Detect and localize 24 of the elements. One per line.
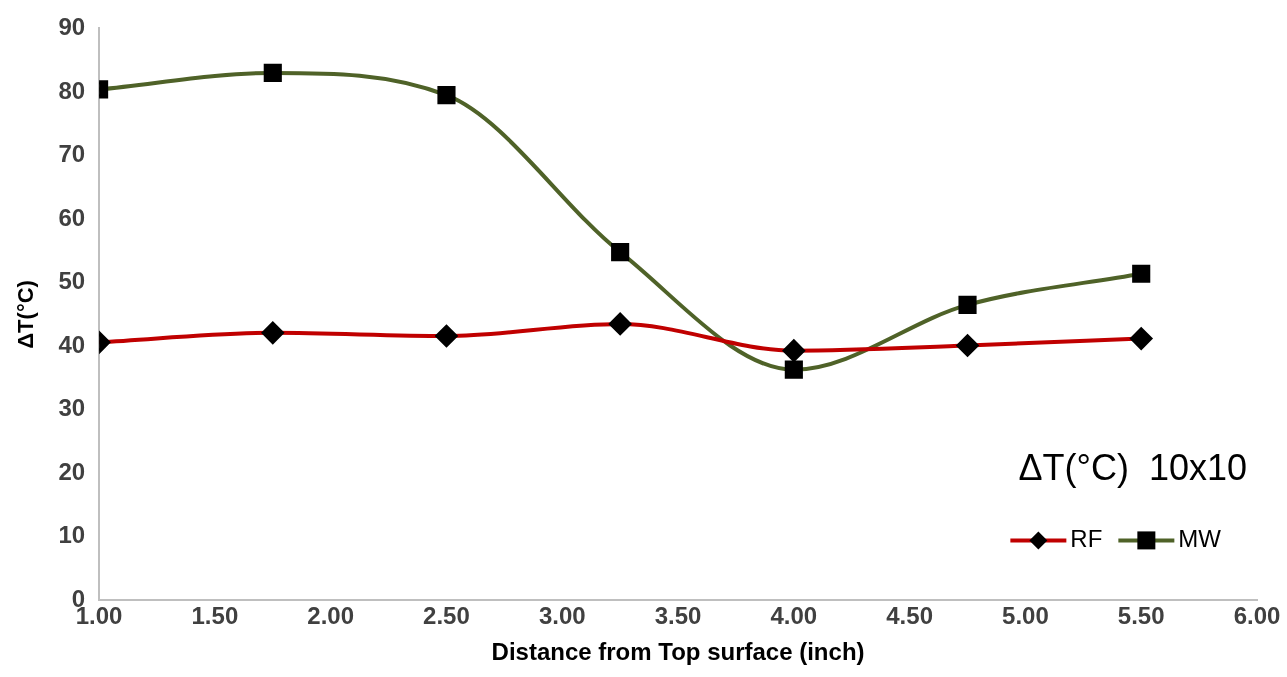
x-tick-label: 2.00 (307, 602, 355, 630)
y-tick-label: 20 (58, 457, 86, 485)
y-tick-label: 90 (58, 13, 86, 41)
y-tick-label: 40 (58, 330, 86, 358)
y-tick-label: 50 (58, 267, 86, 295)
text: ΔT(°C) 10x10 (1018, 447, 1247, 489)
x-tick-label: 1.50 (191, 602, 239, 630)
y-tick-label: 10 (58, 521, 86, 549)
x-tick-label: 3.50 (654, 602, 702, 630)
x-tick-label: 4.50 (886, 602, 933, 630)
x-tick-label: 4.00 (770, 602, 818, 630)
y-tick-label: 70 (58, 140, 86, 168)
x-tick-label: 5.00 (1002, 602, 1049, 630)
legend-label: MW (1178, 525, 1222, 553)
y-tick-label: 80 (58, 76, 86, 104)
x-tick-label: 5.50 (1117, 602, 1165, 630)
legend-label: RF (1070, 525, 1103, 553)
x-tick-label: 3.00 (538, 602, 586, 630)
y-axis-title: ΔT(°C) (13, 280, 39, 349)
y-tick-label: 30 (58, 394, 86, 422)
x-tick-label: 6.00 (1233, 602, 1281, 630)
x-axis-title: Distance from Top surface (inch) (491, 638, 865, 666)
x-tick-label: 2.50 (423, 602, 470, 630)
y-tick-label: 60 (58, 203, 86, 231)
